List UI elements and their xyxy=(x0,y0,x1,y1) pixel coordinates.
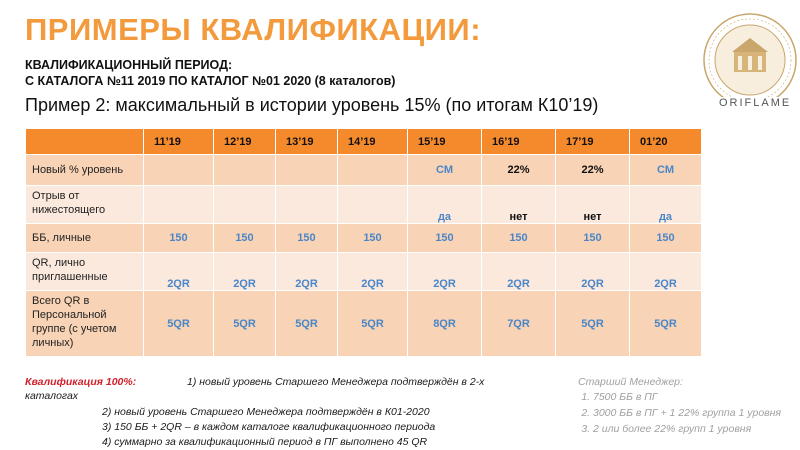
table-cell: 2QR xyxy=(629,252,702,291)
table-cell: 150 xyxy=(337,223,408,253)
example-heading: Пример 2: максимальный в истории уровень… xyxy=(25,95,599,115)
table-cell xyxy=(337,185,408,224)
row-label: Отрыв от нижестоящего xyxy=(25,185,144,224)
senior-manager-title: Старший Менеджер: xyxy=(578,376,683,388)
page-title: ПРИМЕРЫ КВАЛИФИКАЦИИ: xyxy=(25,12,482,47)
table-cell: 150 xyxy=(555,223,630,253)
table-row: Всего QR в Персональной группе (с учетом… xyxy=(25,290,702,357)
table-cell: 5QR xyxy=(275,290,338,357)
table-cell: 5QR xyxy=(555,290,630,357)
period-range: С КАТАЛОГА №11 2019 ПО КАТАЛОГ №01 2020 … xyxy=(25,74,396,88)
table-cell: СМ xyxy=(629,154,702,186)
column-header: 13’19 xyxy=(275,128,338,155)
table-cell: 2QR xyxy=(337,252,408,291)
table-cell: 2QR xyxy=(213,252,276,291)
period-heading: КВАЛИФИКАЦИОННЫЙ ПЕРИОД: xyxy=(25,58,233,72)
table-cell: СМ xyxy=(407,154,482,186)
column-header: 15’19 xyxy=(407,128,482,155)
table-cell xyxy=(275,154,338,186)
table-cell: 2QR xyxy=(143,252,214,291)
requirement-item: 2 или более 22% групп 1 уровня xyxy=(593,422,793,436)
qualification-item: 4) суммарно за квалификационный период в… xyxy=(102,436,428,448)
column-header: 16’19 xyxy=(481,128,556,155)
table-cell: 2QR xyxy=(275,252,338,291)
table-cell: 150 xyxy=(213,223,276,253)
table-cell: 5QR xyxy=(337,290,408,357)
column-header: 14’19 xyxy=(337,128,408,155)
table-cell: 2QR xyxy=(555,252,630,291)
senior-manager-requirements: Старший Менеджер: 7500 ББ в ПГ 3000 ББ в… xyxy=(563,376,793,438)
row-label: ББ, личные xyxy=(25,223,144,253)
table-cell: нет xyxy=(481,185,556,224)
table-cell xyxy=(337,154,408,186)
table-cell: 150 xyxy=(629,223,702,253)
qualification-title: Квалификация 100%: xyxy=(25,376,137,388)
column-header: 17’19 xyxy=(555,128,630,155)
row-label: Всего QR в Персональной группе (с учетом… xyxy=(25,290,144,357)
table-cell: 2QR xyxy=(407,252,482,291)
column-header xyxy=(25,128,144,155)
qualification-item: 1) новый уровень Старшего Менеджера подт… xyxy=(187,376,485,388)
table-cell: 22% xyxy=(555,154,630,186)
requirement-item: 7500 ББ в ПГ xyxy=(593,390,793,404)
table-cell: 150 xyxy=(407,223,482,253)
table-cell: 5QR xyxy=(629,290,702,357)
table-cell: нет xyxy=(555,185,630,224)
table-cell xyxy=(213,154,276,186)
table-cell xyxy=(143,185,214,224)
column-header: 11’19 xyxy=(143,128,214,155)
column-header: 12’19 xyxy=(213,128,276,155)
table-cell: да xyxy=(629,185,702,224)
table-cell: 150 xyxy=(275,223,338,253)
table-row: QR, лично приглашенные 2QR 2QR 2QR 2QR 2QR 2QR… xyxy=(25,252,702,291)
table-header-row: 11’19 12’19 13’19 14’19 15’19 16’19 17’1… xyxy=(25,128,702,155)
table-cell: 5QR xyxy=(213,290,276,357)
table-cell: 8QR xyxy=(407,290,482,357)
qualification-item-continued: каталогах xyxy=(25,390,79,402)
megaconference-seal-icon xyxy=(703,13,797,107)
table-cell xyxy=(143,154,214,186)
requirement-item: 3000 ББ в ПГ + 1 22% группа 1 уровня xyxy=(593,406,793,420)
table-cell: 5QR xyxy=(143,290,214,357)
table-cell: 150 xyxy=(143,223,214,253)
qualification-item: 2) новый уровень Старшего Менеджера подт… xyxy=(102,406,430,418)
table-row: Отрыв от нижестоящего да нет нет да xyxy=(25,185,702,224)
table-cell xyxy=(213,185,276,224)
qualification-item: 3) 150 ББ + 2QR – в каждом каталоге квал… xyxy=(102,421,436,433)
row-label: Новый % уровень xyxy=(25,154,144,186)
qualification-table: 11’19 12’19 13’19 14’19 15’19 16’19 17’1… xyxy=(25,128,702,357)
table-cell xyxy=(275,185,338,224)
table-cell: 150 xyxy=(481,223,556,253)
table-row: ББ, личные 150 150 150 150 150 150 150 150 xyxy=(25,223,702,253)
table-row: Новый % уровень СМ 22% 22% СМ xyxy=(25,154,702,186)
brand-logo-text: ORIFLAME xyxy=(717,97,794,109)
row-label: QR, лично приглашенные xyxy=(25,252,144,291)
table-cell: 22% xyxy=(481,154,556,186)
table-cell: 7QR xyxy=(481,290,556,357)
table-cell: 2QR xyxy=(481,252,556,291)
column-header: 01’20 xyxy=(629,128,702,155)
table-cell: да xyxy=(407,185,482,224)
